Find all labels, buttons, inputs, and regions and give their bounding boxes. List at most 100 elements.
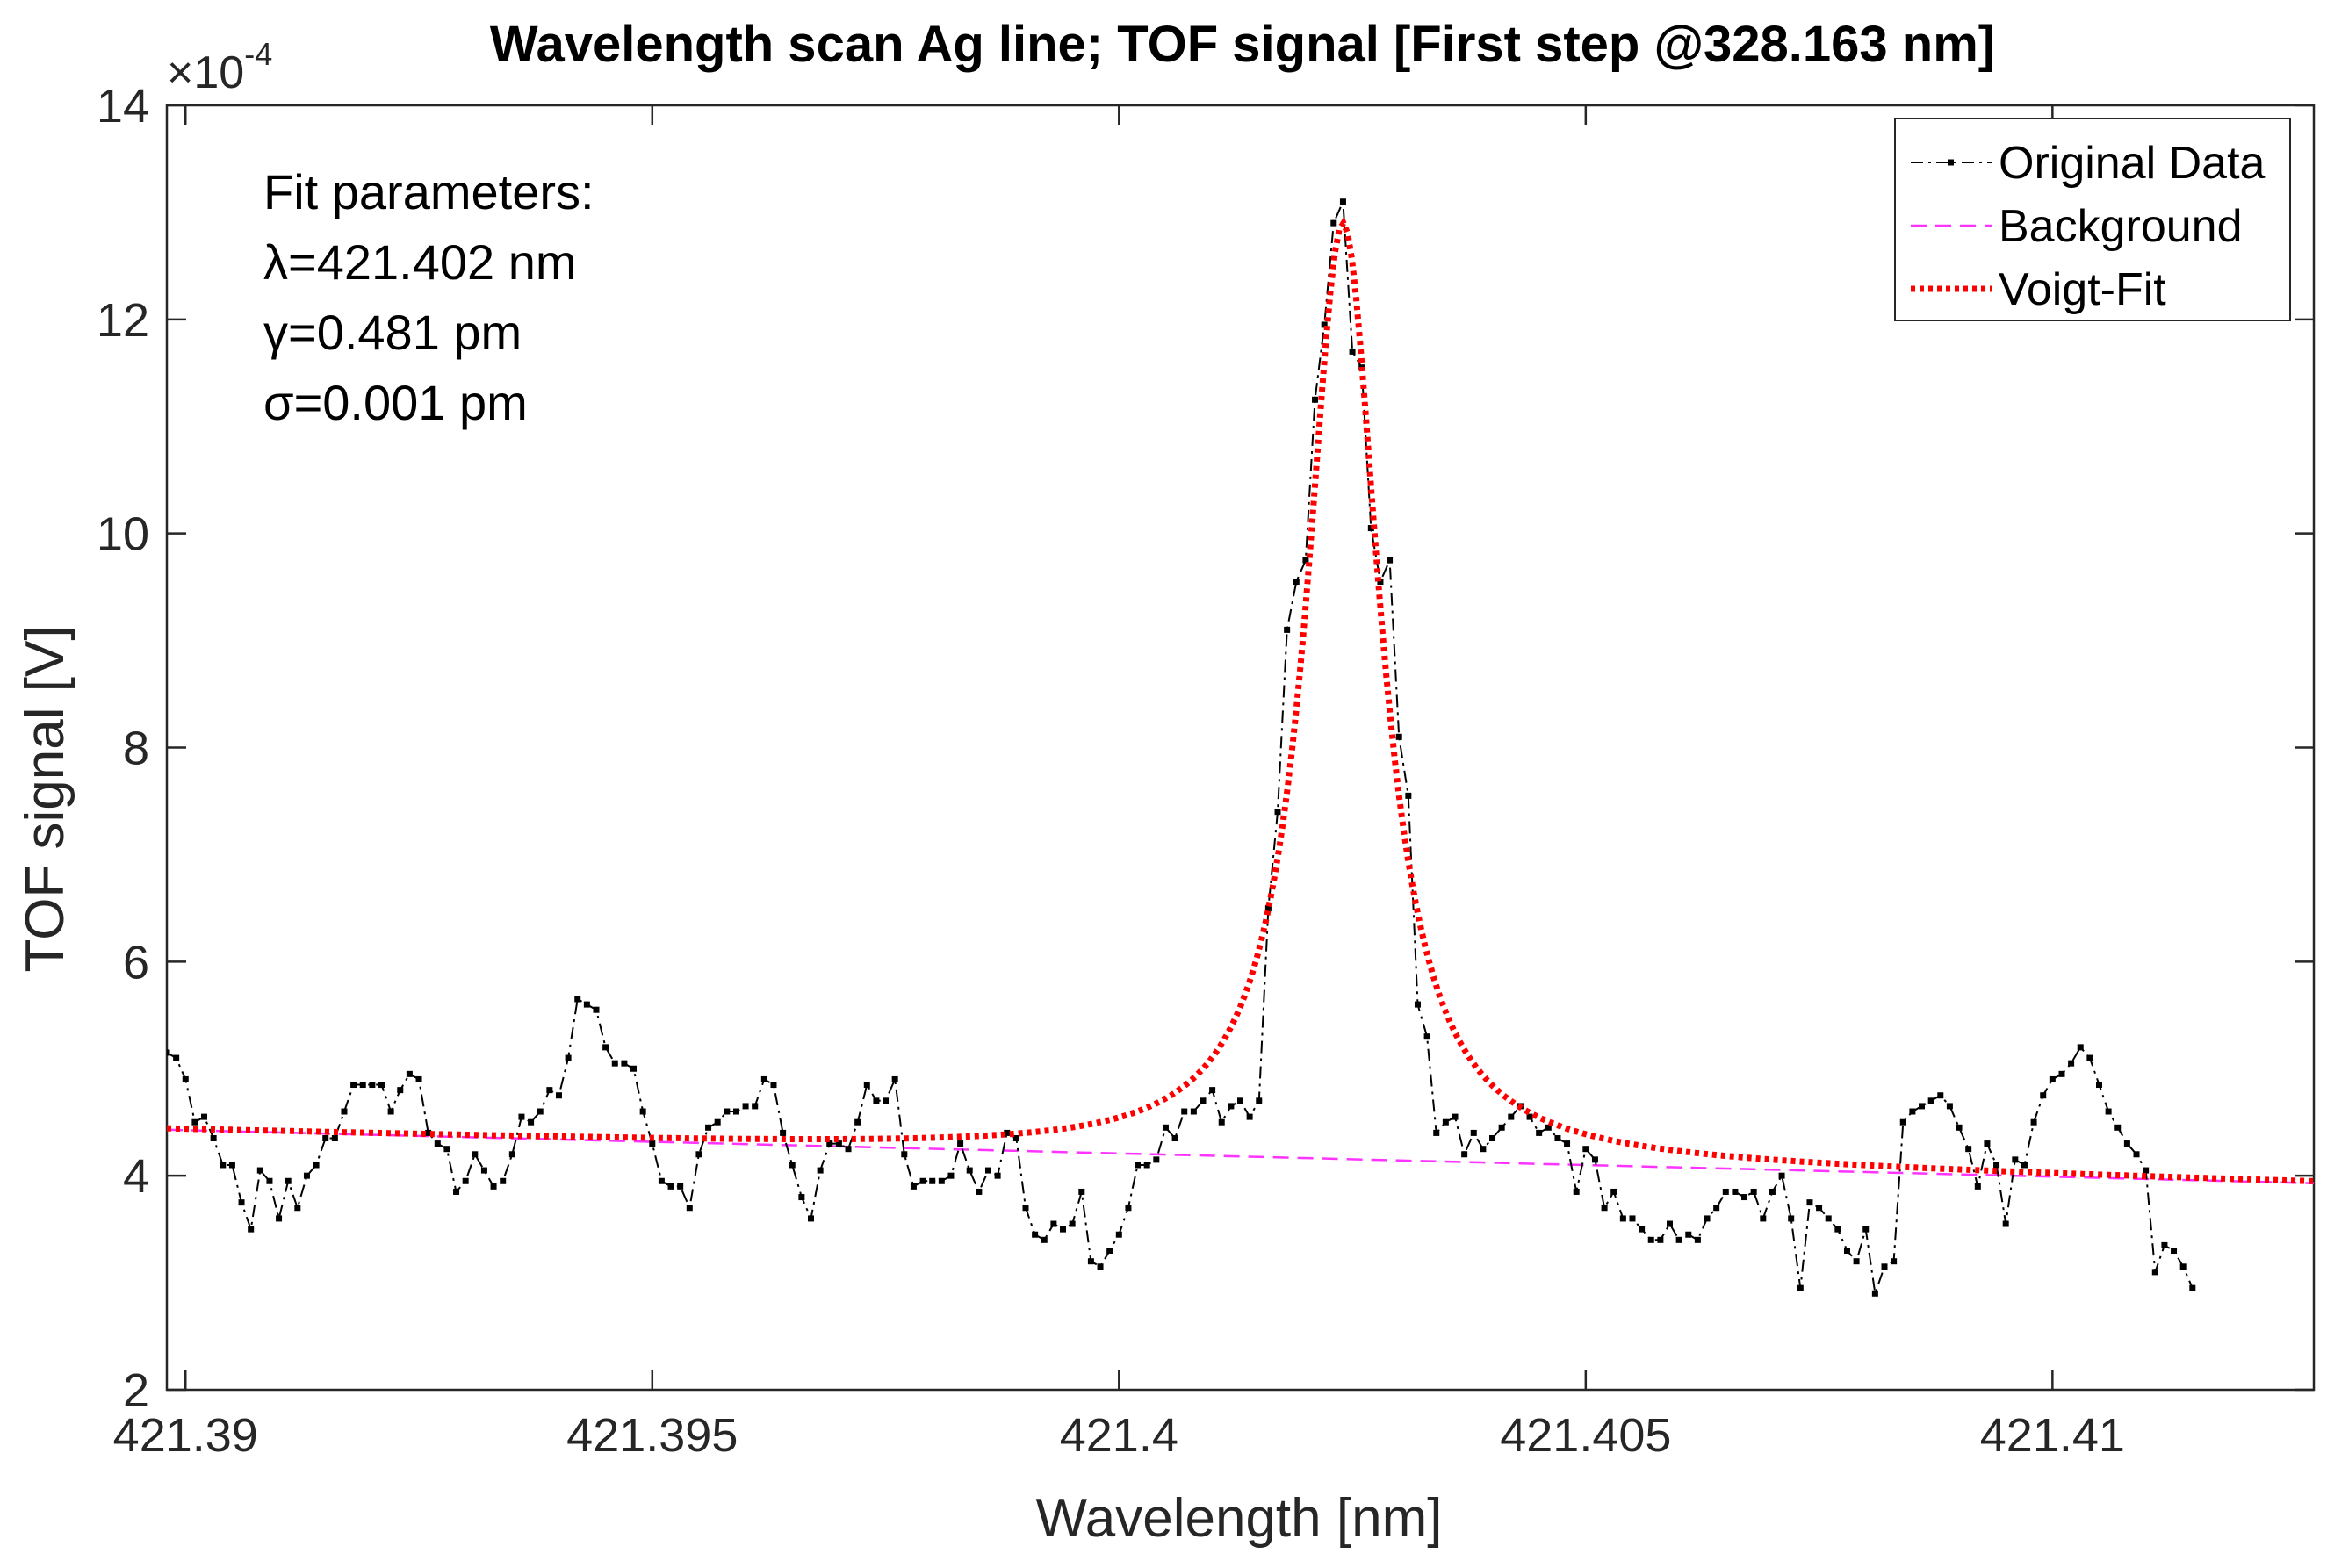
data-point xyxy=(1414,1001,1421,1008)
data-point xyxy=(1078,1188,1085,1195)
data-point xyxy=(1377,579,1384,586)
data-point xyxy=(574,996,581,1003)
x-tick-label: 421.41 xyxy=(1980,1409,2125,1462)
data-point xyxy=(294,1205,301,1212)
legend-box xyxy=(1894,118,2291,321)
data-point xyxy=(677,1183,684,1190)
data-point xyxy=(1321,321,1328,328)
data-point xyxy=(1387,557,1394,564)
data-point xyxy=(1218,1118,1225,1126)
data-point xyxy=(1694,1236,1701,1243)
data-point xyxy=(490,1183,497,1190)
fit-parameters-annotation: Fit parameters: λ=421.402 nm γ=0.481 pm σ=0… xyxy=(263,164,594,430)
data-point xyxy=(658,1177,665,1184)
y-tick-label: 4 xyxy=(123,1150,149,1203)
data-point xyxy=(1554,1134,1561,1141)
data-point xyxy=(369,1082,376,1089)
data-point xyxy=(1843,1248,1850,1255)
x-tick-label: 421.39 xyxy=(113,1409,258,1462)
series-background xyxy=(167,1128,2314,1184)
data-point xyxy=(817,1167,824,1174)
data-point xyxy=(1732,1188,1739,1195)
data-point xyxy=(2040,1092,2047,1099)
data-point xyxy=(1909,1108,1916,1115)
data-point xyxy=(1834,1226,1841,1233)
data-point xyxy=(2068,1060,2075,1067)
data-point xyxy=(210,1134,217,1141)
data-point xyxy=(1601,1205,1608,1212)
data-point xyxy=(1582,1146,1589,1153)
data-point xyxy=(845,1146,852,1153)
data-point xyxy=(910,1183,917,1190)
data-point xyxy=(182,1075,189,1082)
data-point xyxy=(238,1199,245,1206)
data-point xyxy=(966,1167,973,1174)
data-point xyxy=(378,1082,385,1089)
data-point xyxy=(742,1103,749,1110)
legend-label: Background xyxy=(1999,201,2243,252)
data-point xyxy=(1395,733,1402,740)
data-point xyxy=(724,1108,731,1115)
annotation-line: Fit parameters: xyxy=(263,164,594,219)
data-point xyxy=(350,1082,357,1089)
data-point xyxy=(752,1103,759,1110)
data-point xyxy=(1115,1231,1122,1238)
data-point xyxy=(1423,1033,1430,1040)
data-point xyxy=(1647,1236,1654,1243)
data-point xyxy=(976,1188,983,1195)
data-point xyxy=(1946,1103,1953,1110)
data-point xyxy=(1526,1113,1533,1120)
series-voigt-fit xyxy=(167,216,2314,1184)
data-point xyxy=(1274,809,1281,816)
data-point xyxy=(191,1118,198,1126)
data-point xyxy=(1899,1118,1906,1126)
data-point xyxy=(2030,1118,2037,1126)
data-point xyxy=(695,1151,702,1158)
data-point xyxy=(1713,1205,1720,1212)
data-point xyxy=(602,1044,609,1051)
data-point xyxy=(957,1140,964,1147)
data-point xyxy=(228,1162,235,1169)
data-point xyxy=(1619,1215,1626,1222)
x-axis: 421.39 421.395 421.4 421.405 421.41 xyxy=(113,105,2125,1462)
data-point xyxy=(1256,1097,1263,1104)
data-point xyxy=(1778,1172,1785,1179)
data-point xyxy=(1498,1124,1505,1131)
data-point xyxy=(201,1113,208,1120)
data-point xyxy=(770,1082,777,1089)
series-original-data-markers xyxy=(167,198,2196,1297)
data-point xyxy=(303,1172,310,1179)
data-point xyxy=(434,1140,441,1147)
annotation-line: σ=0.001 pm xyxy=(263,375,528,430)
data-point xyxy=(1106,1248,1113,1255)
data-point xyxy=(2096,1082,2102,1089)
data-point xyxy=(2143,1167,2150,1174)
data-point xyxy=(2002,1220,2009,1227)
data-point xyxy=(938,1177,945,1184)
data-point xyxy=(994,1172,1001,1179)
legend-label: Voigt-Fit xyxy=(1999,264,2166,315)
data-point xyxy=(1573,1188,1580,1195)
data-point xyxy=(167,1049,170,1056)
data-point xyxy=(780,1129,787,1136)
data-point xyxy=(1919,1103,1926,1110)
data-point xyxy=(1143,1162,1150,1169)
data-point xyxy=(1228,1103,1235,1110)
data-point xyxy=(415,1075,422,1082)
data-point xyxy=(2151,1269,2158,1276)
y-tick-label: 12 xyxy=(97,294,149,347)
data-point xyxy=(1685,1231,1692,1238)
data-point xyxy=(1264,904,1272,911)
data-point xyxy=(686,1205,693,1212)
data-point xyxy=(1629,1215,1636,1222)
data-point xyxy=(1012,1134,1019,1141)
data-point xyxy=(2012,1156,2019,1163)
data-point xyxy=(537,1108,544,1115)
data-point xyxy=(1891,1258,1898,1265)
data-point xyxy=(1339,198,1346,205)
data-point xyxy=(220,1162,227,1169)
data-point xyxy=(276,1215,283,1222)
y-tick-label: 10 xyxy=(97,508,149,561)
data-point xyxy=(649,1140,656,1147)
